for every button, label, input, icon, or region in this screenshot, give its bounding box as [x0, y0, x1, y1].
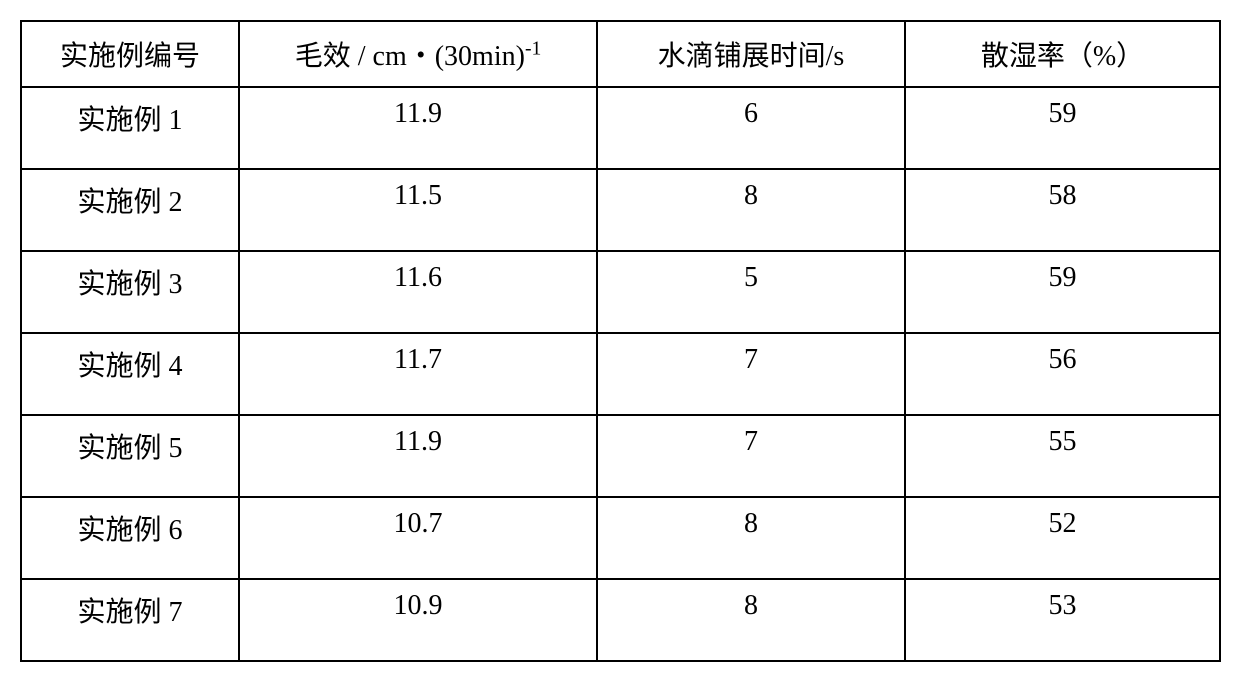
table-row: 实施例 4 11.7 7 56 [21, 333, 1220, 415]
table-row: 实施例 7 10.9 8 53 [21, 579, 1220, 661]
cell-example-id: 实施例 5 [21, 415, 239, 497]
cell-capillary: 11.5 [239, 169, 597, 251]
cell-moisture-rate: 55 [905, 415, 1220, 497]
cell-spreading-time: 5 [597, 251, 905, 333]
table-row: 实施例 2 11.5 8 58 [21, 169, 1220, 251]
cell-example-id: 实施例 6 [21, 497, 239, 579]
cell-example-id: 实施例 3 [21, 251, 239, 333]
cell-moisture-rate: 53 [905, 579, 1220, 661]
cell-spreading-time: 7 [597, 415, 905, 497]
cell-spreading-time: 8 [597, 497, 905, 579]
table-header-row: 实施例编号 毛效 / cm・(30min)-1 水滴铺展时间/s 散湿率（%） [21, 21, 1220, 87]
cell-moisture-rate: 52 [905, 497, 1220, 579]
cell-capillary: 10.7 [239, 497, 597, 579]
cell-capillary: 11.6 [239, 251, 597, 333]
cell-spreading-time: 7 [597, 333, 905, 415]
cell-moisture-rate: 59 [905, 251, 1220, 333]
col-header-capillary: 毛效 / cm・(30min)-1 [239, 21, 597, 87]
cell-capillary: 11.7 [239, 333, 597, 415]
cell-moisture-rate: 59 [905, 87, 1220, 169]
cell-capillary: 11.9 [239, 415, 597, 497]
cell-spreading-time: 8 [597, 579, 905, 661]
cell-example-id: 实施例 1 [21, 87, 239, 169]
cell-spreading-time: 8 [597, 169, 905, 251]
cell-capillary: 10.9 [239, 579, 597, 661]
col-header-spreading-time: 水滴铺展时间/s [597, 21, 905, 87]
cell-moisture-rate: 56 [905, 333, 1220, 415]
table-body: 实施例 1 11.9 6 59 实施例 2 11.5 8 58 实施例 3 11… [21, 87, 1220, 661]
table-row: 实施例 3 11.6 5 59 [21, 251, 1220, 333]
col-header-example-id: 实施例编号 [21, 21, 239, 87]
cell-example-id: 实施例 4 [21, 333, 239, 415]
cell-spreading-time: 6 [597, 87, 905, 169]
col-header-moisture-rate: 散湿率（%） [905, 21, 1220, 87]
table-row: 实施例 5 11.9 7 55 [21, 415, 1220, 497]
table-row: 实施例 6 10.7 8 52 [21, 497, 1220, 579]
table-row: 实施例 1 11.9 6 59 [21, 87, 1220, 169]
cell-capillary: 11.9 [239, 87, 597, 169]
cell-example-id: 实施例 7 [21, 579, 239, 661]
data-table: 实施例编号 毛效 / cm・(30min)-1 水滴铺展时间/s 散湿率（%） … [20, 20, 1221, 662]
cell-moisture-rate: 58 [905, 169, 1220, 251]
cell-example-id: 实施例 2 [21, 169, 239, 251]
